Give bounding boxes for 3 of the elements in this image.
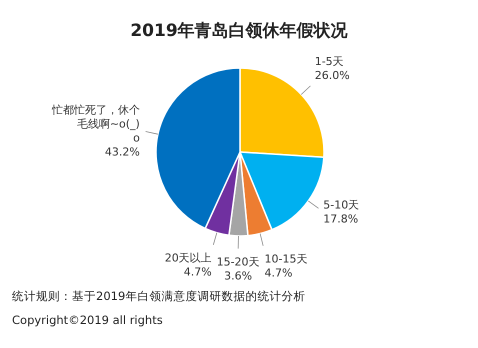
annotation: Copyright©2019 all rights (12, 313, 163, 327)
annotation: 统计规则：基于2019年白领满意度调研数据的统计分析 (12, 289, 306, 303)
title: 2019年青岛白领休年假状况 (130, 21, 348, 41)
